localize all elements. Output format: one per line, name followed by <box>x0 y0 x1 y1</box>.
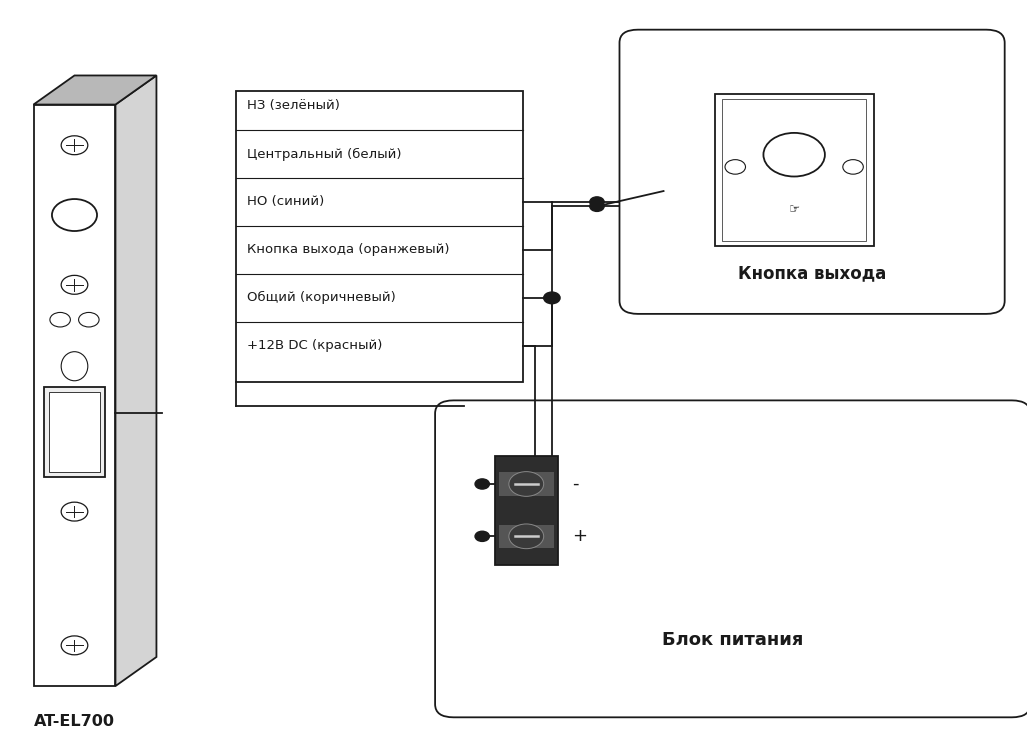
Bar <box>499 525 554 548</box>
Circle shape <box>49 312 70 327</box>
Bar <box>236 91 523 382</box>
Text: Центральный (белый): Центральный (белый) <box>246 148 401 160</box>
Text: Общий (коричневый): Общий (коричневый) <box>246 291 396 304</box>
Text: ☞: ☞ <box>789 203 799 216</box>
Circle shape <box>78 312 99 327</box>
Bar <box>722 98 866 241</box>
Circle shape <box>61 502 88 521</box>
Text: НО (синий): НО (синий) <box>246 196 323 209</box>
Bar <box>499 473 554 495</box>
Text: Блок питания: Блок питания <box>662 631 803 649</box>
Circle shape <box>61 276 88 294</box>
Circle shape <box>590 201 605 212</box>
Circle shape <box>475 531 489 542</box>
Text: НЗ (зелёный): НЗ (зелёный) <box>246 99 340 112</box>
Ellipse shape <box>61 351 88 381</box>
Circle shape <box>52 199 97 231</box>
Text: -: - <box>573 475 579 493</box>
Circle shape <box>475 479 489 489</box>
Bar <box>494 456 558 564</box>
Text: Кнопка выхода (оранжевый): Кнопка выхода (оранжевый) <box>246 243 449 257</box>
Text: AT-EL700: AT-EL700 <box>34 714 114 728</box>
Circle shape <box>509 524 544 548</box>
FancyBboxPatch shape <box>435 401 1030 717</box>
Circle shape <box>590 197 605 207</box>
FancyBboxPatch shape <box>619 29 1004 314</box>
Circle shape <box>843 159 863 174</box>
Circle shape <box>61 136 88 154</box>
Bar <box>715 93 873 246</box>
Bar <box>43 387 105 477</box>
Bar <box>48 392 100 472</box>
Circle shape <box>61 636 88 655</box>
Text: Кнопка выхода: Кнопка выхода <box>737 265 886 283</box>
Polygon shape <box>115 76 157 686</box>
Circle shape <box>725 159 746 174</box>
Circle shape <box>763 133 825 176</box>
Text: +12В DC (красный): +12В DC (красный) <box>246 340 382 352</box>
Bar <box>34 104 115 686</box>
Circle shape <box>509 472 544 496</box>
Text: +: + <box>573 527 587 545</box>
Polygon shape <box>34 76 157 104</box>
Circle shape <box>544 292 560 304</box>
